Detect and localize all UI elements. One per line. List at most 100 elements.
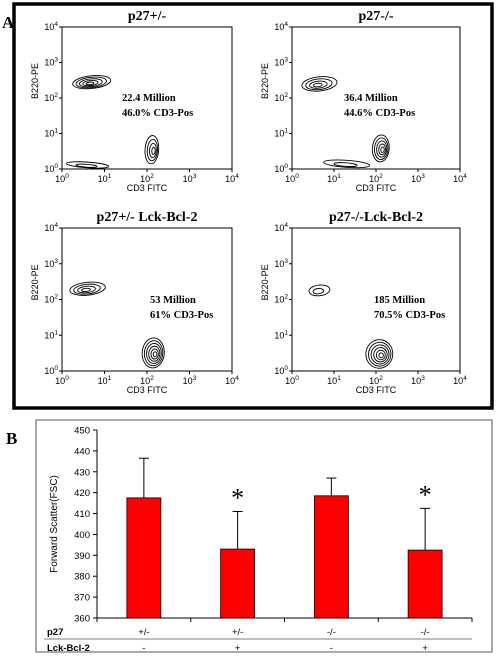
bar-y-tick-label: 370 bbox=[74, 593, 90, 604]
contour-line bbox=[143, 340, 164, 367]
panel-a-label: A bbox=[2, 13, 15, 32]
y-tick-label: 103 bbox=[44, 57, 58, 68]
group-row-value: + bbox=[235, 643, 241, 654]
y-tick-label: 104 bbox=[44, 222, 58, 233]
y-tick-label: 104 bbox=[274, 21, 288, 32]
contour-line bbox=[378, 352, 384, 359]
flow-plot-title: p27+/- bbox=[128, 9, 167, 24]
flow-plot-frame bbox=[61, 227, 233, 372]
x-axis-label: CD3 FITC bbox=[356, 183, 397, 193]
contour-line bbox=[312, 82, 323, 88]
x-tick-label: 101 bbox=[327, 375, 341, 386]
x-tick-label: 103 bbox=[411, 375, 425, 386]
bar-y-tick-label: 360 bbox=[74, 614, 90, 625]
y-tick-label: 100 bbox=[44, 365, 58, 376]
stat-annotation: 53 Million bbox=[150, 295, 196, 306]
contour-line bbox=[149, 142, 157, 159]
bar-y-tick-label: 410 bbox=[74, 509, 90, 520]
contour-line bbox=[148, 345, 161, 362]
x-tick-label: 103 bbox=[183, 173, 197, 184]
y-tick-label: 100 bbox=[274, 365, 288, 376]
contour-line bbox=[75, 163, 98, 168]
contour-line bbox=[152, 351, 158, 358]
stat-annotation: 70.5% CD3-Pos bbox=[374, 310, 445, 321]
x-axis-label: CD3 FITC bbox=[127, 385, 168, 395]
stat-annotation: 44.6% CD3-Pos bbox=[344, 108, 415, 119]
flow-plot-frame bbox=[291, 26, 461, 170]
flow-plot-frame bbox=[291, 227, 461, 372]
flow-plot-title: p27-/-Lck-Bcl-2 bbox=[329, 210, 423, 225]
y-tick-label: 102 bbox=[44, 92, 58, 103]
x-axis-label: CD3 FITC bbox=[356, 385, 397, 395]
bar-y-tick-label: 450 bbox=[74, 426, 90, 437]
group-row-label: p27 bbox=[47, 627, 63, 638]
y-tick-label: 100 bbox=[274, 163, 288, 174]
y-tick-label: 102 bbox=[274, 294, 288, 305]
y-tick-label: 100 bbox=[44, 163, 58, 174]
contour-line bbox=[151, 146, 156, 155]
contour-line bbox=[376, 140, 388, 158]
significance-marker: * bbox=[231, 483, 244, 512]
contour-line bbox=[333, 162, 358, 168]
contour-line bbox=[141, 337, 165, 369]
x-tick-label: 104 bbox=[453, 375, 467, 386]
y-axis-label: B220-PE bbox=[30, 264, 40, 300]
y-tick-label: 102 bbox=[44, 294, 58, 305]
group-row-value: + bbox=[422, 643, 428, 654]
group-row-value: - bbox=[330, 643, 333, 654]
contour-line bbox=[305, 78, 333, 91]
panel-b-frame bbox=[35, 419, 493, 653]
contour-line bbox=[146, 139, 158, 162]
significance-marker: * bbox=[419, 480, 432, 509]
x-tick-label: 104 bbox=[225, 173, 239, 184]
contour-line bbox=[144, 135, 160, 165]
flow-plot-frame bbox=[61, 26, 233, 170]
bar bbox=[407, 549, 443, 619]
bar bbox=[126, 497, 162, 619]
y-tick-label: 101 bbox=[44, 329, 58, 340]
contour-line bbox=[78, 78, 103, 88]
x-tick-label: 104 bbox=[453, 173, 467, 184]
y-tick-label: 103 bbox=[274, 57, 288, 68]
contour-line bbox=[146, 343, 162, 364]
contour-line bbox=[365, 339, 394, 369]
contour-line bbox=[69, 281, 106, 296]
bar-y-tick-label: 430 bbox=[74, 467, 90, 478]
y-axis-label: B220-PE bbox=[260, 63, 270, 99]
flow-plots-group: p27+/-100100101101102102103103104104CD3 … bbox=[30, 9, 467, 395]
x-tick-label: 100 bbox=[55, 173, 69, 184]
contour-line bbox=[374, 137, 389, 160]
stat-annotation: 36.4 Million bbox=[344, 93, 398, 104]
stat-annotation: 46.0% CD3-Pos bbox=[122, 108, 193, 119]
panel-a-frame bbox=[12, 2, 494, 410]
bar-y-tick-label: 440 bbox=[74, 446, 90, 457]
contour-line bbox=[77, 285, 96, 294]
group-row-value: +/- bbox=[232, 627, 243, 638]
group-row-value: +/- bbox=[138, 627, 149, 638]
bar-y-tick-label: 380 bbox=[74, 572, 90, 583]
contour-line bbox=[378, 143, 386, 156]
bar-y-axis-label: Forward Scatter(FSC) bbox=[49, 475, 60, 573]
contour-line bbox=[150, 348, 159, 360]
contour-line bbox=[85, 81, 95, 86]
contour-line bbox=[375, 349, 386, 361]
contour-line bbox=[73, 283, 101, 295]
x-tick-label: 102 bbox=[140, 173, 154, 184]
group-row-value: -/- bbox=[327, 627, 336, 638]
stat-annotation: 61% CD3-Pos bbox=[150, 310, 213, 321]
x-tick-label: 101 bbox=[98, 173, 112, 184]
x-tick-label: 102 bbox=[140, 375, 154, 386]
group-row-value: -/- bbox=[421, 627, 430, 638]
flow-plot-title: p27-/- bbox=[359, 9, 394, 24]
x-tick-label: 100 bbox=[55, 375, 69, 386]
x-tick-label: 103 bbox=[411, 173, 425, 184]
flow-plot-title: p27+/- Lck-Bcl-2 bbox=[97, 210, 198, 225]
y-tick-label: 103 bbox=[44, 258, 58, 269]
contour-line bbox=[312, 288, 325, 295]
x-tick-label: 100 bbox=[285, 375, 299, 386]
y-tick-label: 101 bbox=[274, 329, 288, 340]
contour-line bbox=[82, 79, 99, 87]
